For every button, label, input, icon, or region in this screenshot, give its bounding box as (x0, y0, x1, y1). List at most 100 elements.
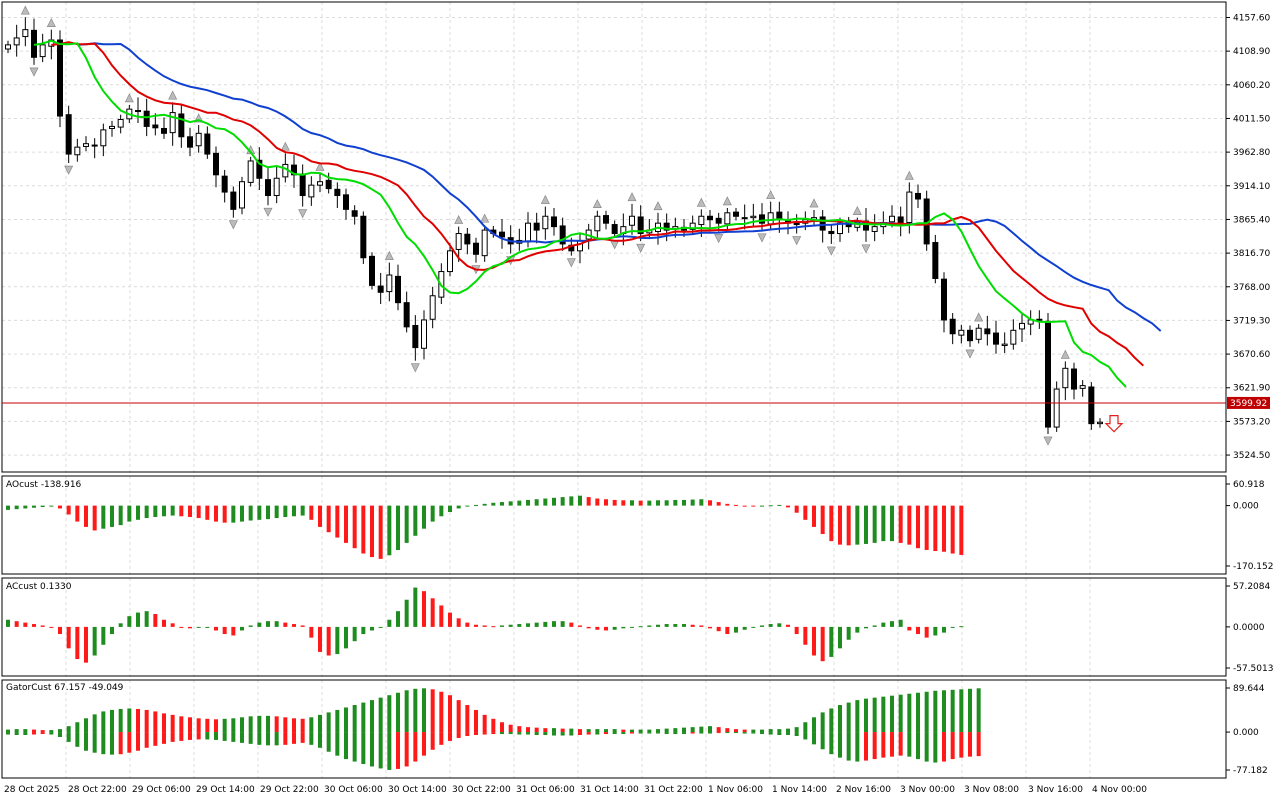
ao-histogram-bar (58, 505, 62, 509)
gator-upper-bar (621, 729, 626, 733)
alligator-lips-line (33, 39, 1127, 388)
gator-lower-bar (950, 732, 955, 760)
gator-upper-bar (335, 709, 340, 733)
gator-lower-bar (526, 732, 530, 735)
current-price-label: 3599.92 (1230, 399, 1267, 409)
bull-candle-body (169, 112, 176, 134)
ao-histogram-bar (898, 505, 903, 543)
candle (533, 212, 540, 244)
bear-candle-body (533, 222, 540, 231)
candle (429, 286, 436, 329)
main-price-panel[interactable] (2, 5, 1226, 446)
ac-histogram-bar (127, 616, 132, 627)
ac-histogram-bar (595, 626, 600, 630)
gator-upper-bar (387, 695, 392, 733)
gator-upper-bar (786, 728, 790, 733)
x-tick-label: 29 Oct 06:00 (132, 785, 191, 795)
candle (265, 167, 271, 206)
bull-candle-body (117, 119, 124, 128)
ao-histogram-bar (248, 505, 253, 521)
candle (1045, 313, 1051, 434)
ac-histogram-bar (716, 626, 721, 632)
ac-histogram-bar (136, 612, 140, 627)
gator-upper-bar (465, 705, 470, 733)
ao-histogram-bar (543, 498, 548, 506)
gator-lower-bar (647, 732, 652, 734)
ac-histogram-bar (491, 626, 496, 628)
x-tick-label: 30 Oct 22:00 (452, 785, 511, 795)
bull-candle-body (958, 329, 965, 336)
bear-candle-body (793, 222, 800, 226)
ao-panel[interactable] (6, 495, 964, 559)
current-price-tag (1227, 396, 1270, 409)
fractal-down-icon (228, 220, 238, 230)
ac-histogram-bar (924, 626, 929, 638)
ac-histogram-bar (326, 626, 331, 656)
candle (984, 315, 991, 346)
gator-upper-bar (630, 729, 634, 733)
gator-upper-bar (482, 714, 487, 733)
ac-histogram-bar (84, 626, 88, 663)
bear-candle-body (152, 124, 159, 129)
bear-candle-body (637, 216, 644, 235)
y-tick-label: -170.152 (1233, 562, 1273, 572)
gator-upper-bar (699, 726, 704, 733)
candle (811, 210, 817, 226)
ac-panel[interactable] (6, 587, 964, 663)
ac-histogram-bar (699, 625, 704, 627)
gator-upper-bar (604, 729, 608, 733)
gator-lower-bar (248, 732, 253, 744)
ac-histogram-bar (66, 626, 71, 649)
candle (221, 169, 228, 203)
y-tick-label: 3962.80 (1233, 148, 1270, 158)
y-tick-label: 4157.60 (1233, 13, 1270, 23)
gator-lower-bar (101, 732, 106, 755)
bear-candle-body (325, 179, 332, 190)
gator-upper-bar (309, 717, 314, 733)
ac-histogram-bar (846, 626, 851, 640)
bull-candle-body (447, 250, 453, 273)
gator-lower-bar (482, 732, 487, 735)
gator-upper-bar (283, 717, 288, 733)
gator-lower-bar (968, 732, 972, 757)
bear-candle-body (1088, 386, 1095, 425)
gator-upper-bar (586, 729, 591, 733)
bull-candle-body (74, 146, 81, 156)
gator-lower-bar (604, 732, 608, 735)
fractal-up-icon (168, 90, 178, 100)
ao-histogram-bar (6, 505, 10, 510)
ao-histogram-bar (794, 505, 799, 513)
ac-histogram-bar (430, 598, 435, 627)
gator-lower-bar (690, 732, 695, 734)
gator-lower-bar (786, 732, 790, 736)
gator-upper-bar (768, 729, 773, 733)
ac-histogram-bar (768, 624, 773, 627)
candle (169, 102, 176, 146)
gator-lower-bar (621, 732, 626, 735)
candle (1027, 310, 1034, 336)
alligator-jaw-line (77, 42, 1162, 332)
gator-lower-bar (127, 732, 132, 753)
candle (57, 30, 63, 128)
gator-lower-bar (491, 732, 496, 735)
bear-candle-body (360, 215, 367, 259)
bear-candle-body (135, 110, 141, 113)
bear-candle-body (941, 278, 947, 321)
gator-upper-bar (231, 718, 236, 733)
ao-histogram-bar (760, 505, 764, 507)
gator-lower-bar (959, 732, 964, 758)
gator-lower-bar (283, 732, 288, 745)
gator-upper-bar (829, 708, 834, 733)
ac-histogram-bar (58, 626, 62, 635)
gator-upper-bar (543, 728, 548, 733)
candle (715, 212, 722, 232)
candle (1001, 332, 1008, 354)
bull-candle-body (247, 160, 254, 183)
gator-upper-bar (638, 729, 643, 733)
gator-panel[interactable] (6, 688, 981, 770)
gator-lower-bar (820, 732, 825, 750)
x-tick-label: 3 Nov 16:00 (1028, 785, 1083, 795)
bull-candle-body (594, 215, 601, 232)
gator-lower-bar (404, 732, 409, 767)
gator-lower-bar (40, 732, 45, 735)
